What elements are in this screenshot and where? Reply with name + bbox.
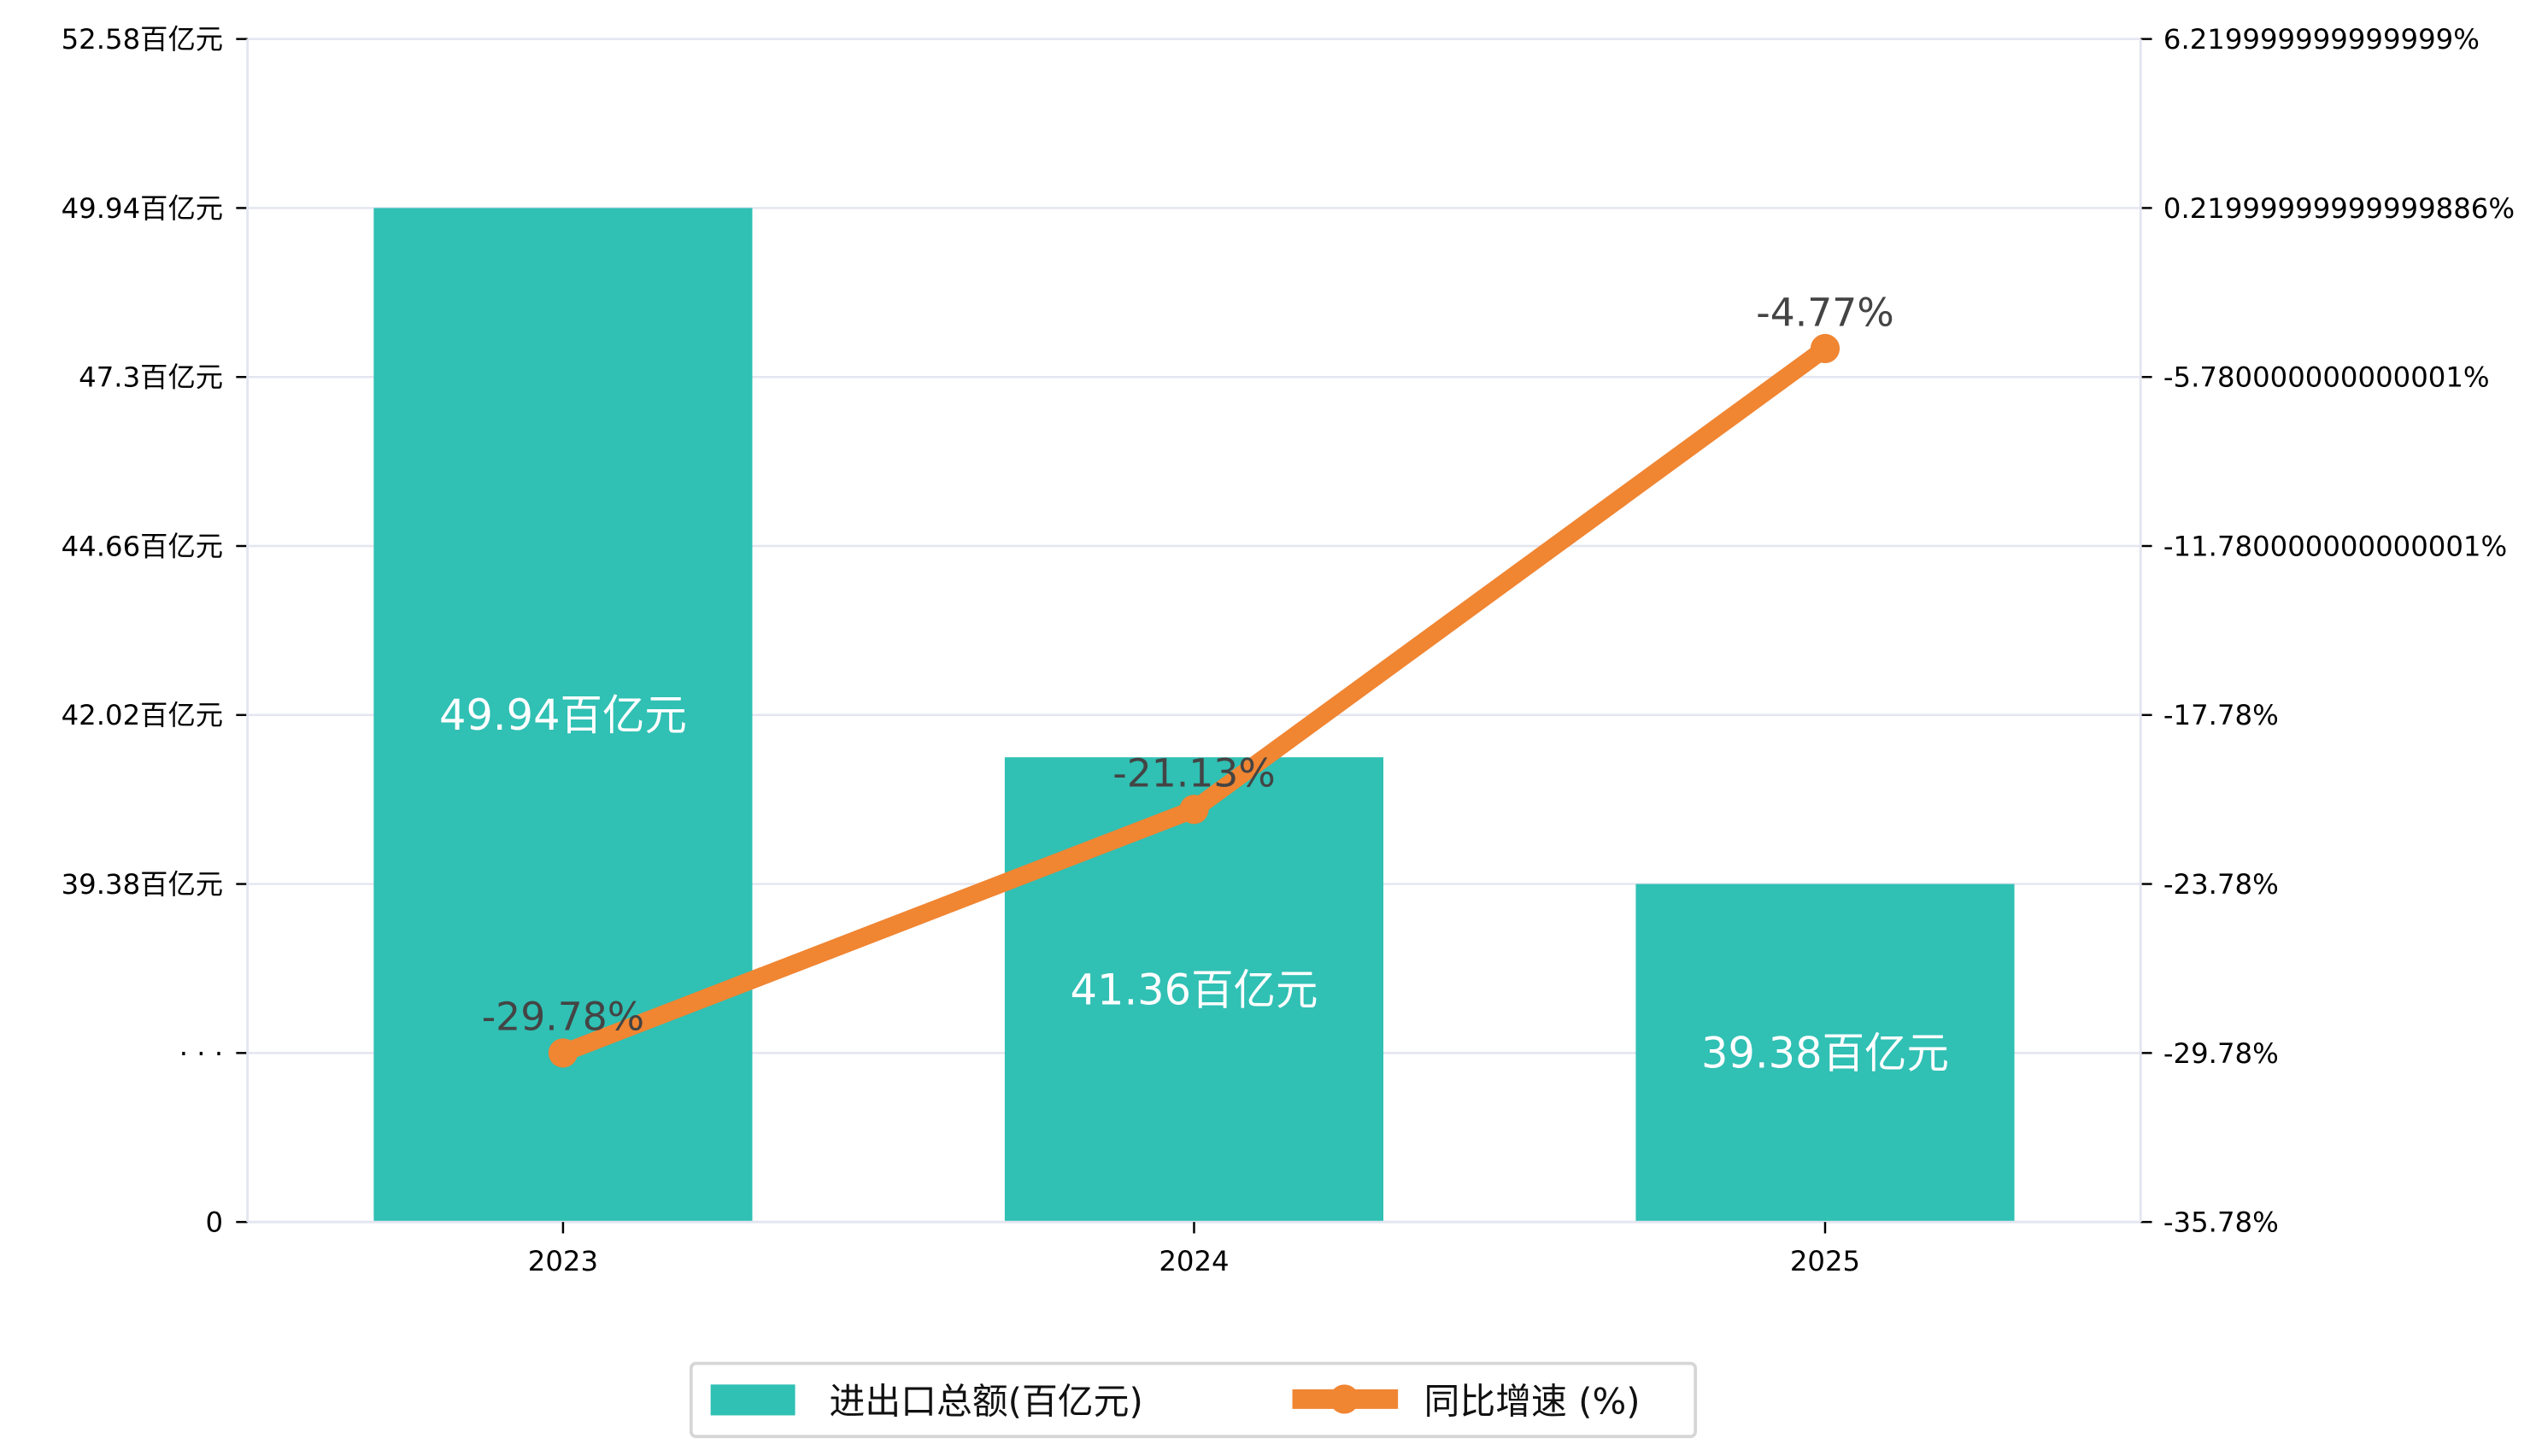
left-tick-label: 52.58百亿元 — [62, 23, 224, 56]
right-tick-label: 0.21999999999999886% — [2163, 192, 2515, 225]
left-tick-label: 39.38百亿元 — [62, 868, 224, 901]
right-tick-label: 6.219999999999999% — [2163, 23, 2480, 56]
bar-value-label: 49.94百亿元 — [439, 690, 687, 740]
legend-line-marker — [1330, 1384, 1359, 1414]
left-tick-label: 49.94百亿元 — [62, 192, 224, 225]
x-tick-label: 2025 — [1790, 1245, 1860, 1277]
line-series — [548, 333, 1840, 1068]
right-tick-label: -23.78% — [2163, 868, 2279, 901]
x-tick-label: 2024 — [1159, 1245, 1229, 1277]
legend-bar-label: 进出口总额(百亿元) — [830, 1381, 1143, 1423]
left-tick-label: 42.02百亿元 — [62, 699, 224, 731]
left-tick-label: 44.66百亿元 — [62, 530, 224, 562]
left-tick-label: 47.3百亿元 — [79, 361, 223, 394]
legend-frame — [689, 1361, 1698, 1439]
legend: 进出口总额(百亿元) 同比增速 (%) — [689, 1361, 1698, 1439]
right-tick-label: -5.780000000000001% — [2163, 361, 2490, 394]
left-tick-label: 0 — [206, 1206, 224, 1239]
right-tick-label: -11.780000000000001% — [2163, 530, 2507, 562]
axes: 0 · · · 39.38百亿元 42.02百亿元 44.66百亿元 47.3百亿元 49.… — [62, 23, 2515, 1277]
growth-marker — [1810, 333, 1840, 364]
x-tick-label: 2023 — [528, 1245, 598, 1277]
left-tick-label: · · · — [179, 1037, 223, 1070]
growth-value-label: -21.13% — [1112, 751, 1275, 796]
growth-marker — [1179, 795, 1209, 825]
growth-value-label: -4.77% — [1756, 290, 1893, 335]
bar-value-label: 39.38百亿元 — [1701, 1028, 1949, 1077]
right-tick-label: -35.78% — [2163, 1206, 2279, 1239]
growth-marker — [548, 1038, 578, 1068]
bar-2024 — [1004, 757, 1384, 1223]
right-tick-label: -29.78% — [2163, 1037, 2279, 1070]
bar-value-label: 41.36百亿元 — [1071, 965, 1318, 1014]
right-tick-label: -17.78% — [2163, 699, 2279, 731]
bar-2025 — [1635, 884, 2015, 1223]
growth-value-label: -29.78% — [482, 995, 644, 1040]
data-labels: 49.94百亿元 41.36百亿元 39.38百亿元 -29.78% -21.13% -4… — [439, 290, 1949, 1077]
legend-bar-swatch — [710, 1384, 795, 1416]
legend-line-label: 同比增速 (%) — [1424, 1381, 1641, 1423]
